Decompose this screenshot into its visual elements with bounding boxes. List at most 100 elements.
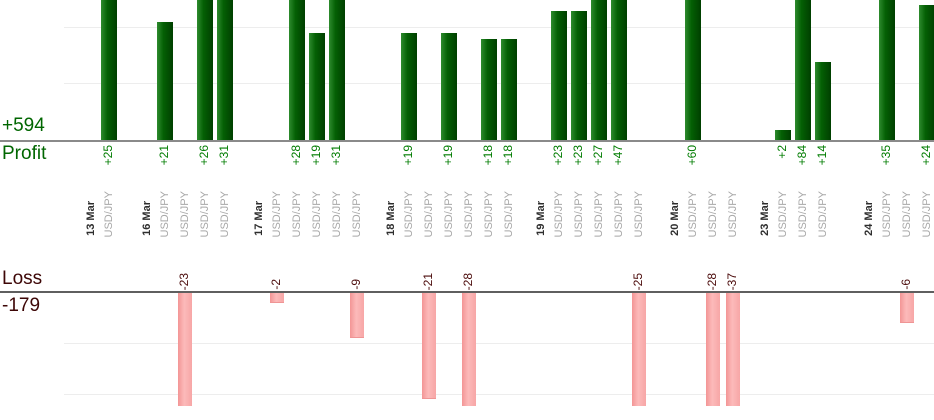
profit-axis-label: Profit bbox=[2, 143, 47, 164]
profit-value-label: +19 bbox=[441, 145, 455, 166]
profit-gridline-20 bbox=[64, 27, 934, 28]
profit-bar bbox=[481, 39, 497, 141]
profit-bar bbox=[571, 11, 587, 141]
profit-bar bbox=[685, 0, 701, 141]
instrument-label: USD/JPY bbox=[179, 190, 191, 237]
date-label: 23 Mar bbox=[759, 201, 771, 236]
instrument-label: USD/JPY bbox=[199, 190, 211, 237]
profit-value-label: +35 bbox=[879, 145, 893, 166]
profit-value-label: +2 bbox=[775, 145, 789, 159]
loss-value-label: -9 bbox=[349, 279, 363, 290]
profit-bar bbox=[289, 0, 305, 141]
profit-value-label: +84 bbox=[795, 145, 809, 166]
profit-bar bbox=[795, 0, 811, 141]
instrument-label: USD/JPY bbox=[797, 190, 809, 237]
profit-value-label: +23 bbox=[571, 145, 585, 166]
date-label: 18 Mar bbox=[385, 201, 397, 236]
profit-bar bbox=[591, 0, 607, 141]
loss-value-label: -21 bbox=[421, 272, 435, 290]
instrument-label: USD/JPY bbox=[219, 190, 231, 237]
loss-bar bbox=[706, 293, 720, 406]
loss-value-label: -25 bbox=[631, 272, 645, 290]
loss-bar bbox=[900, 293, 914, 323]
loss-gridline-20 bbox=[64, 394, 934, 395]
profit-bar bbox=[879, 0, 895, 141]
loss-total: -179 bbox=[2, 295, 41, 316]
profit-value-label: +19 bbox=[309, 145, 323, 166]
profit-bar bbox=[441, 33, 457, 141]
instrument-label: USD/JPY bbox=[331, 190, 343, 237]
instrument-label: USD/JPY bbox=[573, 190, 585, 237]
instrument-label: USD/JPY bbox=[613, 190, 625, 237]
profit-gridline-10 bbox=[64, 83, 934, 84]
instrument-label: USD/JPY bbox=[593, 190, 605, 237]
loss-value-label: -37 bbox=[725, 272, 739, 290]
profit-value-label: +31 bbox=[329, 145, 343, 166]
instrument-label: USD/JPY bbox=[707, 190, 719, 237]
loss-gridline-10 bbox=[64, 343, 934, 344]
profit-axis-line bbox=[0, 140, 934, 142]
loss-value-label: -2 bbox=[269, 279, 283, 290]
instrument-label: USD/JPY bbox=[881, 190, 893, 237]
instrument-label: USD/JPY bbox=[687, 190, 699, 237]
instrument-label: USD/JPY bbox=[901, 190, 913, 237]
instrument-label: USD/JPY bbox=[727, 190, 739, 237]
loss-bar bbox=[632, 293, 646, 406]
profit-bar bbox=[919, 5, 934, 141]
profit-value-label: +26 bbox=[197, 145, 211, 166]
instrument-label: USD/JPY bbox=[159, 190, 171, 237]
profit-bar bbox=[217, 0, 233, 141]
instrument-label: USD/JPY bbox=[351, 190, 363, 237]
instrument-label: USD/JPY bbox=[503, 190, 515, 237]
instrument-label: USD/JPY bbox=[777, 190, 789, 237]
date-label: 16 Mar bbox=[141, 201, 153, 236]
profit-bar bbox=[329, 0, 345, 141]
instrument-label: USD/JPY bbox=[921, 190, 933, 237]
profit-bar bbox=[157, 22, 173, 141]
profit-bar bbox=[775, 130, 791, 141]
profit-value-label: +21 bbox=[157, 145, 171, 166]
instrument-label: USD/JPY bbox=[553, 190, 565, 237]
profit-bar bbox=[551, 11, 567, 141]
loss-axis-label: Loss bbox=[2, 268, 43, 289]
date-label: 20 Mar bbox=[669, 201, 681, 236]
instrument-label: USD/JPY bbox=[291, 190, 303, 237]
profit-total: +594 bbox=[2, 115, 45, 136]
profit-value-label: +25 bbox=[101, 145, 115, 166]
profit-value-label: +47 bbox=[611, 145, 625, 166]
loss-value-label: -28 bbox=[461, 272, 475, 290]
profit-value-label: +28 bbox=[289, 145, 303, 166]
instrument-label: USD/JPY bbox=[817, 190, 829, 237]
loss-bar bbox=[178, 293, 192, 406]
date-label: 19 Mar bbox=[535, 201, 547, 236]
profit-bar bbox=[401, 33, 417, 141]
profit-value-label: +18 bbox=[501, 145, 515, 166]
loss-axis-line bbox=[0, 291, 934, 293]
profit-bar bbox=[309, 33, 325, 141]
profit-value-label: +14 bbox=[815, 145, 829, 166]
loss-value-label: -23 bbox=[177, 272, 191, 290]
profit-bar bbox=[815, 62, 831, 141]
profit-bar bbox=[197, 0, 213, 141]
profit-value-label: +23 bbox=[551, 145, 565, 166]
profit-value-label: +31 bbox=[217, 145, 231, 166]
profit-bar bbox=[501, 39, 517, 141]
profit-value-label: +27 bbox=[591, 145, 605, 166]
loss-plot-area bbox=[0, 293, 934, 406]
profit-bar bbox=[101, 0, 117, 141]
profit-value-label: +19 bbox=[401, 145, 415, 166]
instrument-label: USD/JPY bbox=[483, 190, 495, 237]
loss-bar bbox=[270, 293, 284, 303]
date-label: 13 Mar bbox=[85, 201, 97, 236]
loss-bar bbox=[422, 293, 436, 399]
profit-bar bbox=[611, 0, 627, 141]
loss-bar bbox=[462, 293, 476, 406]
instrument-label: USD/JPY bbox=[423, 190, 435, 237]
instrument-label: USD/JPY bbox=[443, 190, 455, 237]
instrument-label: USD/JPY bbox=[311, 190, 323, 237]
profit-plot-area bbox=[0, 0, 934, 141]
loss-bar bbox=[726, 293, 740, 406]
profit-value-label: +24 bbox=[919, 145, 933, 166]
loss-bar bbox=[350, 293, 364, 338]
